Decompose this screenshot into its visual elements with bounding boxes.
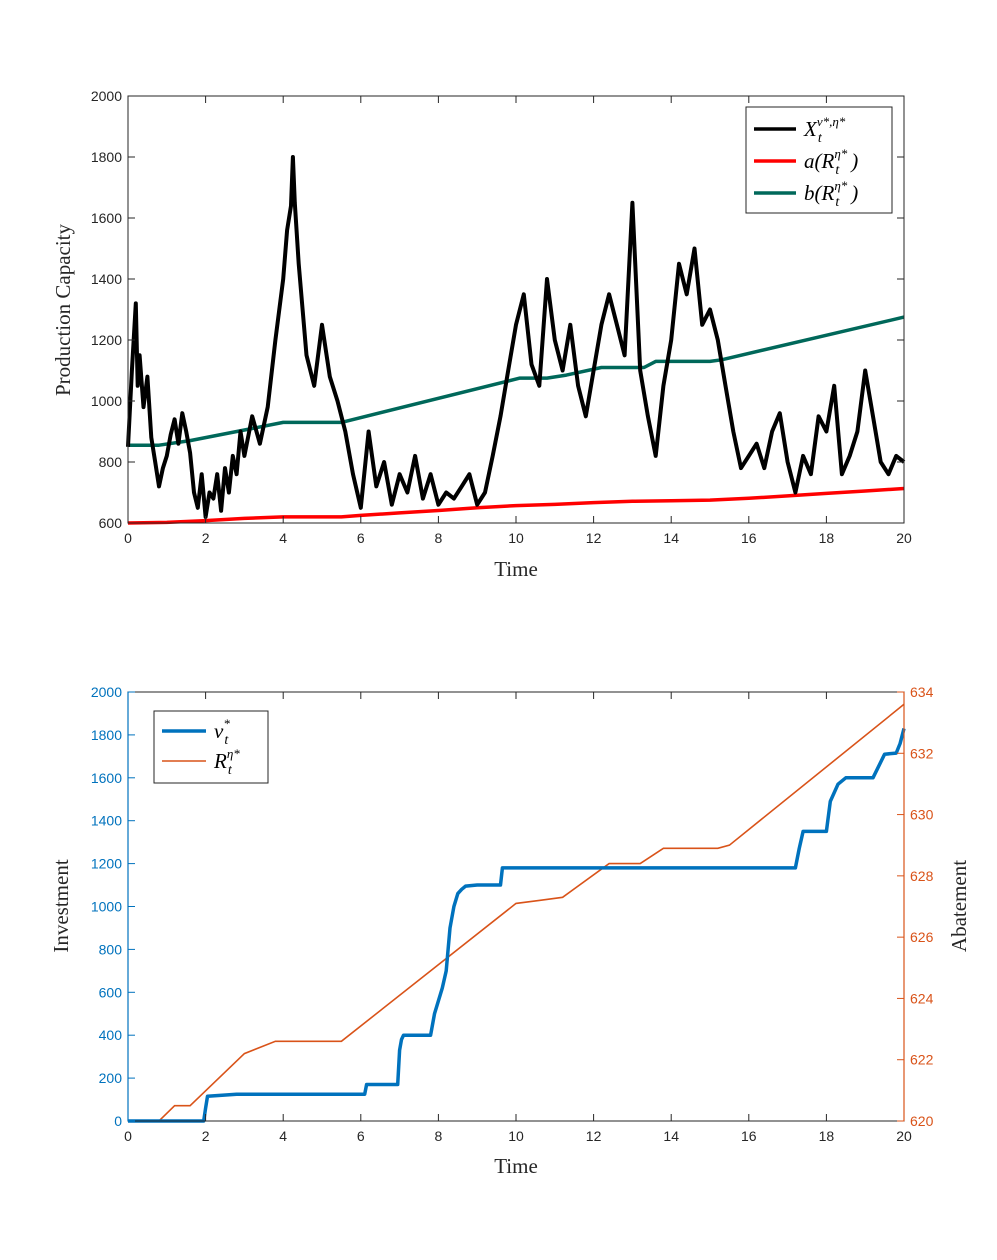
bottom-x-tick-label: 20 bbox=[896, 1128, 912, 1144]
bottom-right-y-tick-label: 620 bbox=[910, 1113, 934, 1129]
top-y-tick-label: 1200 bbox=[91, 332, 122, 348]
bottom-right-y-tick-label: 630 bbox=[910, 807, 934, 823]
bottom-legend-label: Rη* bbox=[213, 746, 240, 773]
bottom-x-tick-label: 4 bbox=[279, 1128, 287, 1144]
top-legend-label: a(Rη*) bbox=[804, 146, 858, 173]
top-y-tick-label: 1800 bbox=[91, 149, 122, 165]
production-capacity-chart: 0 2 4 6 8 10 12 14 16 18 20 600 800 1000 1200 1400 1600 1… bbox=[51, 88, 912, 581]
bottom-left-y-tick-label: 2000 bbox=[91, 684, 122, 700]
bottom-left-y-tick-label: 800 bbox=[99, 941, 123, 957]
top-y-tick-label: 1600 bbox=[91, 210, 122, 226]
top-x-tick-label: 20 bbox=[896, 530, 912, 546]
bottom-x-tick-label: 6 bbox=[357, 1128, 365, 1144]
bottom-right-y-tick-label: 628 bbox=[910, 868, 934, 884]
bottom-left-y-axis-label: Investment bbox=[49, 859, 73, 952]
bottom-legend: ν*tRη*t bbox=[153, 710, 269, 784]
bottom-right-y-tick-label: 624 bbox=[910, 990, 934, 1006]
top-x-axis-label: Time bbox=[494, 557, 538, 581]
top-legend-label: b(Rη*) bbox=[804, 178, 858, 205]
bottom-legend-subscript: t bbox=[224, 733, 229, 748]
bottom-right-y-tick-label: 634 bbox=[910, 684, 934, 700]
bottom-right-y-tick-label: 622 bbox=[910, 1052, 934, 1068]
bottom-left-y-tick-label: 200 bbox=[99, 1070, 123, 1086]
bottom-x-axis-label: Time bbox=[494, 1154, 538, 1178]
bottom-legend-box bbox=[153, 710, 269, 784]
investment-abatement-chart: 0 2 4 6 8 10 12 14 16 18 2002004006008001000120014… bbox=[49, 684, 971, 1178]
bottom-x-tick-label: 18 bbox=[819, 1128, 835, 1144]
bottom-right-y-tick-label: 626 bbox=[910, 929, 934, 945]
top-legend-label: Xν*,η* bbox=[803, 114, 846, 141]
bottom-legend-subscript: t bbox=[228, 763, 233, 778]
top-x-tick-label: 10 bbox=[508, 530, 524, 546]
bottom-series-abatement-line bbox=[128, 703, 905, 1122]
top-x-tick-label: 18 bbox=[819, 530, 835, 546]
top-y-tick-label: 1400 bbox=[91, 271, 122, 287]
top-series-a-line bbox=[127, 486, 905, 525]
bottom-left-y-tick-label: 1800 bbox=[91, 727, 122, 743]
top-y-tick-label: 600 bbox=[99, 515, 123, 531]
top-x-tick-label: 16 bbox=[741, 530, 757, 546]
top-x-tick-label: 4 bbox=[279, 530, 287, 546]
top-y-tick-label: 1000 bbox=[91, 393, 122, 409]
top-x-tick-label: 2 bbox=[202, 530, 210, 546]
top-legend: Xν*,η*ta(Rη*)tb(Rη*)t bbox=[745, 106, 893, 214]
bottom-x-tick-label: 8 bbox=[435, 1128, 443, 1144]
bottom-series-investment-line bbox=[128, 728, 906, 1123]
top-y-axis-label: Production Capacity bbox=[51, 223, 75, 396]
bottom-left-y-tick-label: 1000 bbox=[91, 899, 122, 915]
top-x-tick-label: 6 bbox=[357, 530, 365, 546]
top-legend-subscript: t bbox=[835, 195, 840, 210]
bottom-right-y-tick-label: 632 bbox=[910, 745, 934, 761]
top-x-tick-label: 0 bbox=[124, 530, 132, 546]
bottom-left-y-tick-label: 0 bbox=[114, 1113, 122, 1129]
top-y-tick-label: 800 bbox=[99, 454, 123, 470]
bottom-left-y-tick-label: 400 bbox=[99, 1027, 123, 1043]
top-series-b-line bbox=[128, 315, 905, 447]
bottom-x-tick-label: 2 bbox=[202, 1128, 210, 1144]
top-x-tick-label: 12 bbox=[586, 530, 602, 546]
top-legend-subscript: t bbox=[835, 163, 840, 178]
bottom-x-tick-label: 10 bbox=[508, 1128, 524, 1144]
top-x-tick-label: 14 bbox=[663, 530, 679, 546]
bottom-x-tick-label: 16 bbox=[741, 1128, 757, 1144]
bottom-right-y-axis-label: Abatement bbox=[947, 860, 971, 952]
bottom-x-tick-label: 12 bbox=[586, 1128, 602, 1144]
bottom-left-y-tick-label: 1600 bbox=[91, 770, 122, 786]
bottom-left-y-tick-label: 1200 bbox=[91, 856, 122, 872]
bottom-left-y-tick-label: 600 bbox=[99, 984, 123, 1000]
top-series-x-line bbox=[126, 155, 906, 519]
top-x-tick-label: 8 bbox=[435, 530, 443, 546]
top-legend-subscript: t bbox=[818, 131, 823, 146]
bottom-legend-label: ν* bbox=[214, 716, 230, 743]
bottom-x-tick-label: 0 bbox=[124, 1128, 132, 1144]
top-y-tick-label: 2000 bbox=[91, 88, 122, 104]
bottom-x-tick-label: 14 bbox=[663, 1128, 679, 1144]
bottom-left-y-tick-label: 1400 bbox=[91, 813, 122, 829]
